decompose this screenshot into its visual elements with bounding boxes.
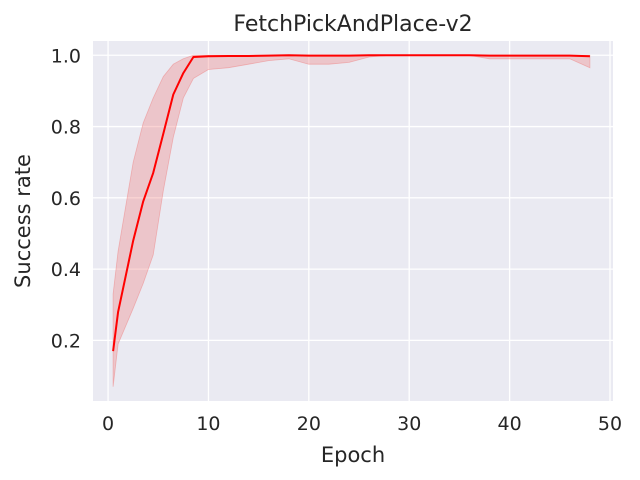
x-tick-label: 10 bbox=[196, 413, 220, 435]
x-tick-label: 0 bbox=[102, 413, 114, 435]
chart-title: FetchPickAndPlace-v2 bbox=[233, 12, 472, 37]
y-tick-label: 0.8 bbox=[51, 117, 81, 139]
y-tick-labels: 0.2 0.4 0.6 0.8 1.0 bbox=[51, 45, 81, 352]
x-axis-label: Epoch bbox=[321, 443, 385, 467]
series-lines bbox=[112, 54, 590, 352]
x-tick-label: 40 bbox=[498, 413, 522, 435]
y-tick-label: 0.2 bbox=[51, 330, 81, 352]
x-tick-labels: 0 10 20 30 40 50 bbox=[102, 413, 622, 435]
series-line bbox=[112, 54, 590, 352]
y-axis-label: Success rate bbox=[11, 154, 35, 288]
y-tick-label: 1.0 bbox=[51, 45, 81, 67]
x-tick-label: 30 bbox=[397, 413, 421, 435]
y-tick-label: 0.6 bbox=[51, 188, 81, 210]
x-tick-label: 50 bbox=[598, 413, 622, 435]
x-tick-label: 20 bbox=[297, 413, 321, 435]
y-tick-label: 0.4 bbox=[51, 259, 81, 281]
